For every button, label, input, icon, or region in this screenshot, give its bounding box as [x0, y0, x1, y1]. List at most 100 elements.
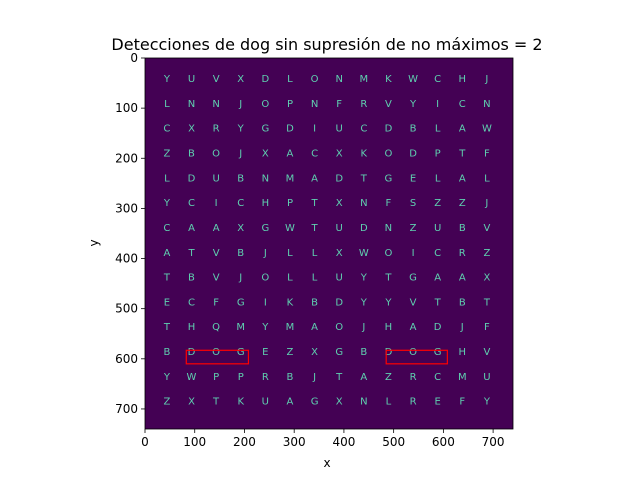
grid-letter: J	[484, 74, 488, 85]
grid-letter: J	[263, 248, 267, 259]
grid-letter: B	[360, 347, 367, 358]
grid-letter: L	[312, 248, 318, 259]
grid-letter: J	[238, 99, 242, 110]
grid-letter: T	[483, 297, 491, 308]
grid-letter: P	[287, 99, 293, 110]
y-axis: 0 100 200 300 400 500 600 700	[115, 51, 145, 416]
grid-letter: A	[459, 273, 466, 284]
grid-letter: I	[215, 198, 218, 209]
grid-letter: C	[188, 198, 195, 209]
detection-box	[385, 349, 448, 365]
grid-letter: J	[238, 149, 242, 160]
grid-letter: Y	[483, 397, 491, 408]
grid-letter: J	[361, 322, 365, 333]
grid-letter: W	[482, 124, 492, 135]
grid-letter: A	[434, 273, 441, 284]
grid-letter: V	[213, 273, 220, 284]
grid-letter: X	[188, 397, 195, 408]
grid-letter: T	[163, 322, 171, 333]
grid-letter: U	[336, 223, 343, 234]
x-axis: 0 100 200 300 400 500 600 700	[141, 429, 505, 449]
grid-letter: L	[164, 173, 170, 184]
grid-letter: A	[410, 322, 417, 333]
grid-letter: J	[312, 372, 316, 383]
grid-letter: F	[459, 397, 465, 408]
grid-letter: G	[434, 347, 442, 358]
grid-letter: R	[213, 124, 220, 135]
grid-letter: D	[385, 124, 393, 135]
grid-letter: L	[435, 173, 441, 184]
grid-letter: Y	[360, 297, 368, 308]
grid-letter: F	[386, 198, 392, 209]
grid-letter: Z	[410, 223, 417, 234]
grid-letter: P	[435, 149, 441, 160]
x-axis-label: x	[323, 456, 330, 470]
grid-letter: D	[360, 223, 368, 234]
grid-letter: U	[212, 173, 219, 184]
grid-letter: H	[188, 322, 196, 333]
grid-letter: X	[336, 198, 343, 209]
chart-title: Detecciones de dog sin supresión de no m…	[111, 35, 542, 54]
grid-letter: H	[459, 347, 467, 358]
grid-letter: X	[262, 149, 269, 160]
grid-letter: A	[459, 124, 466, 135]
grid-letter: R	[262, 372, 269, 383]
x-tick-label: 400	[332, 435, 355, 449]
grid-letter: R	[459, 248, 466, 259]
grid-letter: B	[410, 124, 417, 135]
grid-letter: T	[384, 273, 392, 284]
grid-letter: D	[286, 124, 294, 135]
grid-letter: B	[188, 273, 195, 284]
grid-letter: Y	[261, 322, 269, 333]
grid-letter: C	[237, 198, 244, 209]
y-tick-label: 0	[130, 51, 138, 65]
grid-letter: O	[212, 347, 220, 358]
grid-letter: A	[213, 223, 220, 234]
grid-letter: G	[237, 347, 245, 358]
grid-letter: P	[213, 372, 219, 383]
grid-letter: L	[386, 397, 392, 408]
grid-letter: N	[360, 397, 367, 408]
y-tick-label: 300	[115, 201, 138, 215]
grid-letter: E	[410, 173, 416, 184]
grid-letter: Y	[163, 372, 171, 383]
grid-letter: N	[188, 99, 195, 110]
grid-letter: U	[262, 397, 269, 408]
grid-letter: L	[312, 273, 318, 284]
grid-letter: U	[336, 273, 343, 284]
x-tick-label: 700	[482, 435, 505, 449]
grid-letter: E	[434, 397, 440, 408]
grid-letter: I	[313, 124, 316, 135]
grid-letter: O	[311, 74, 319, 85]
grid-letter: L	[287, 74, 293, 85]
y-tick-label: 400	[115, 252, 138, 266]
grid-letter: X	[237, 74, 244, 85]
grid-letter: Z	[385, 372, 392, 383]
grid-letter: K	[287, 297, 294, 308]
grid-letter: A	[163, 248, 170, 259]
grid-letter: G	[261, 223, 269, 234]
grid-letter: C	[360, 124, 367, 135]
grid-letter: V	[410, 297, 417, 308]
grid-letter: T	[434, 297, 442, 308]
grid-letter: Z	[459, 198, 466, 209]
grid-letter: A	[188, 223, 195, 234]
grid-letter: G	[237, 297, 245, 308]
grid-letter: V	[213, 74, 220, 85]
grid-letter: M	[286, 173, 295, 184]
grid-letter: C	[459, 99, 466, 110]
grid-letter: X	[237, 223, 244, 234]
grid-letter: X	[311, 347, 318, 358]
grid-letter: K	[237, 397, 244, 408]
grid-letter: G	[409, 273, 417, 284]
grid-letter: U	[188, 74, 195, 85]
grid-letter: H	[262, 198, 270, 209]
grid-letter: A	[287, 149, 294, 160]
grid-letter: Z	[434, 198, 441, 209]
grid-letter: S	[410, 198, 416, 209]
grid-letter: C	[434, 248, 441, 259]
plot-area	[145, 58, 513, 429]
y-axis-label: y	[87, 239, 101, 246]
grid-letter: O	[261, 273, 269, 284]
grid-letter: T	[360, 173, 368, 184]
